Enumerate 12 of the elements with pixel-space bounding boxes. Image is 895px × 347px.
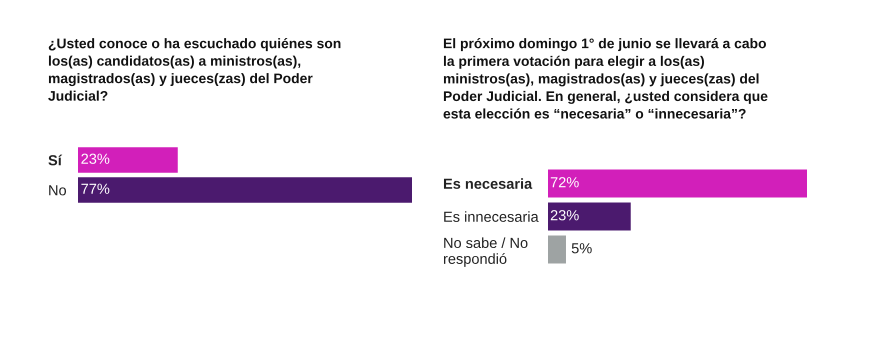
data-label: 23%	[550, 210, 579, 220]
chart-title: El próximo domingo 1° de junio se llevará a cabo la primera votación para elegir a los(as) ministros(as), magistrados(as) y jueces(zas) del Poder Judicial. En general, ¿usted considera que esta elección es “necesaria” o “innecesaria”?	[444, 38, 768, 119]
data-label: 5%	[572, 243, 592, 254]
data-label: 72%	[550, 177, 579, 188]
chart-title: ¿Usted conoce o ha escuchado quiénes son los(as) candidatos(as) a ministros(as), magistrados(as) y jueces(zas) del Poder Judicial?	[48, 38, 340, 101]
y-tick-label: Sí	[48, 154, 62, 166]
y-tick-label: Es necesaria	[444, 178, 532, 189]
y-tick-label: Es innecesaria	[444, 211, 539, 222]
y-tick-label: No	[49, 185, 66, 196]
y-tick-label: No sabe / No respondió	[444, 237, 528, 267]
data-label: 23%	[81, 154, 110, 164]
data-label: 77%	[81, 184, 110, 194]
